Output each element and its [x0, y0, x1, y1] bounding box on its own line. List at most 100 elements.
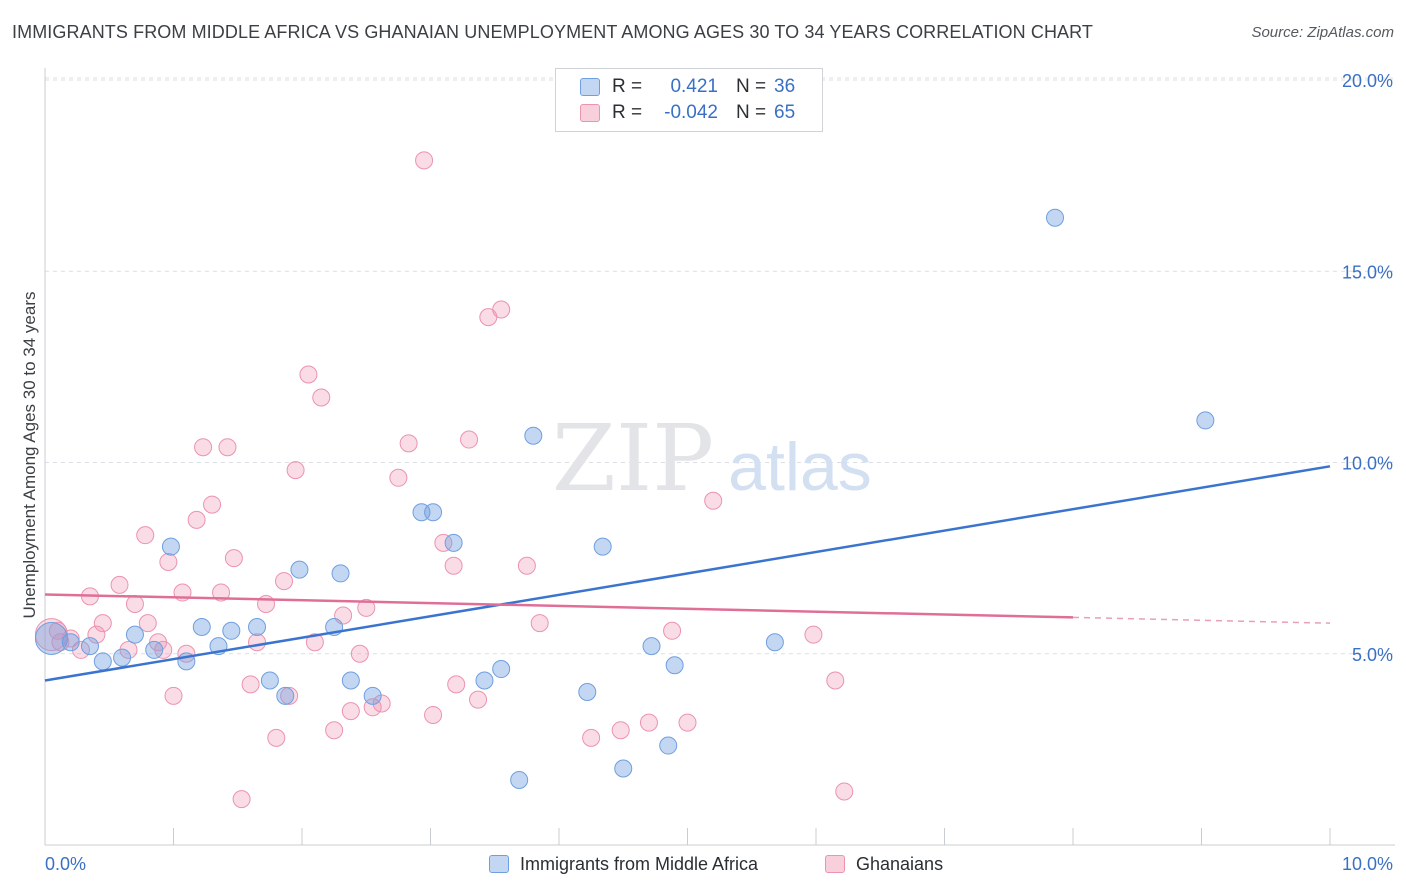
- data-point: [232, 790, 251, 809]
- y-tick-label: 20.0%: [1342, 71, 1393, 91]
- series-immigrants-points: [34, 208, 1215, 789]
- bottom-legend-swatch-immigrants: [489, 855, 509, 873]
- data-point: [159, 552, 178, 571]
- data-point: [492, 300, 511, 319]
- data-point: [93, 614, 112, 633]
- legend-r-label: R =: [612, 76, 643, 97]
- data-point: [203, 495, 222, 514]
- data-point: [578, 683, 597, 701]
- data-point: [119, 640, 138, 659]
- data-point: [415, 151, 434, 170]
- data-point: [331, 564, 350, 583]
- data-point: [475, 671, 494, 690]
- watermark-atlas: atlas: [728, 429, 872, 505]
- data-point: [341, 702, 360, 721]
- y-tick-label: 10.0%: [1342, 454, 1393, 474]
- y-tick-label: 15.0%: [1342, 262, 1393, 282]
- data-point: [704, 491, 723, 510]
- trend-lines: [44, 465, 1331, 682]
- data-point: [510, 770, 529, 789]
- data-point: [611, 721, 630, 740]
- data-point: [305, 633, 324, 652]
- data-point: [51, 633, 70, 652]
- data-point: [275, 572, 294, 591]
- data-point: [218, 438, 237, 457]
- data-point: [276, 686, 295, 705]
- data-point: [835, 782, 854, 801]
- data-point: [524, 426, 543, 445]
- data-point: [424, 503, 443, 522]
- data-point: [138, 614, 157, 633]
- data-point: [93, 652, 112, 671]
- data-point: [110, 575, 129, 594]
- data-point: [389, 468, 408, 487]
- y-tick-label: 5.0%: [1352, 645, 1393, 665]
- data-point: [1196, 411, 1215, 430]
- data-point: [663, 621, 682, 640]
- data-point: [280, 686, 299, 705]
- data-point: [582, 728, 601, 747]
- data-point: [187, 510, 206, 529]
- data-point: [639, 713, 658, 732]
- data-point: [241, 675, 260, 694]
- trend-line-extension: [1072, 616, 1331, 624]
- data-point: [678, 713, 697, 732]
- data-point: [665, 656, 684, 675]
- legend-swatch-ghanaians: [580, 104, 600, 122]
- legend-r-label: R =: [612, 102, 643, 123]
- trend-line: [44, 465, 1331, 682]
- data-point: [642, 637, 661, 656]
- watermark-zip: ZIP: [552, 405, 714, 512]
- data-point: [492, 660, 511, 679]
- x-tick-label: 0.0%: [45, 854, 86, 874]
- data-point: [614, 759, 633, 778]
- data-point: [87, 625, 106, 644]
- data-point: [325, 721, 344, 740]
- data-point: [363, 686, 382, 705]
- chart-title: IMMIGRANTS FROM MIDDLE AFRICA VS GHANAIA…: [12, 22, 1094, 42]
- legend-row-ghanaians: R = -0.042 N = 65: [580, 100, 795, 126]
- data-point: [136, 526, 155, 545]
- data-point: [399, 434, 418, 453]
- axes: [44, 68, 1395, 846]
- data-point: [222, 621, 241, 640]
- data-point: [267, 728, 286, 747]
- data-point: [80, 637, 99, 656]
- data-point: [372, 694, 391, 713]
- data-point: [212, 583, 231, 602]
- data-point: [424, 705, 443, 724]
- legend-n-label: N =: [736, 102, 767, 123]
- source-label: Source: ZipAtlas.com: [1251, 24, 1394, 41]
- legend-r-value: 0.421: [670, 76, 718, 97]
- bottom-legend-label-ghanaians: Ghanaians: [856, 853, 944, 874]
- legend-n-value: 36: [774, 76, 796, 97]
- data-point: [192, 617, 211, 636]
- bottom-legend-label-immigrants: Immigrants from Middle Africa: [520, 853, 759, 874]
- bottom-legend-immigrants: Immigrants from Middle Africa: [489, 852, 758, 876]
- data-point: [447, 675, 466, 694]
- data-point: [194, 438, 213, 457]
- bottom-legend-ghanaians: Ghanaians: [825, 852, 943, 876]
- data-point: [286, 461, 305, 480]
- series-ghanaians-points: [34, 151, 854, 809]
- data-point: [248, 633, 267, 652]
- tick-labels: 5.0% 10.0% 15.0% 20.0% 0.0% 10.0%: [45, 71, 1393, 874]
- legend-row-immigrants: R = 0.421 N = 36: [580, 74, 795, 100]
- data-point: [113, 648, 132, 667]
- data-point: [434, 533, 453, 552]
- data-point: [469, 690, 488, 709]
- watermark: ZIP atlas: [552, 405, 872, 512]
- legend-swatch-immigrants: [580, 78, 600, 96]
- data-point: [145, 640, 164, 659]
- data-point: [299, 365, 318, 384]
- data-point: [290, 560, 309, 579]
- data-point: [248, 617, 267, 636]
- data-point: [125, 595, 144, 614]
- data-point: [826, 671, 845, 690]
- x-tick-label: 10.0%: [1342, 854, 1393, 874]
- correlation-legend: R = 0.421 N = 36 R = -0.042 N = 65: [555, 68, 823, 132]
- data-point: [460, 430, 479, 449]
- bottom-legend-swatch-ghanaians: [825, 855, 845, 873]
- data-point: [1046, 208, 1065, 227]
